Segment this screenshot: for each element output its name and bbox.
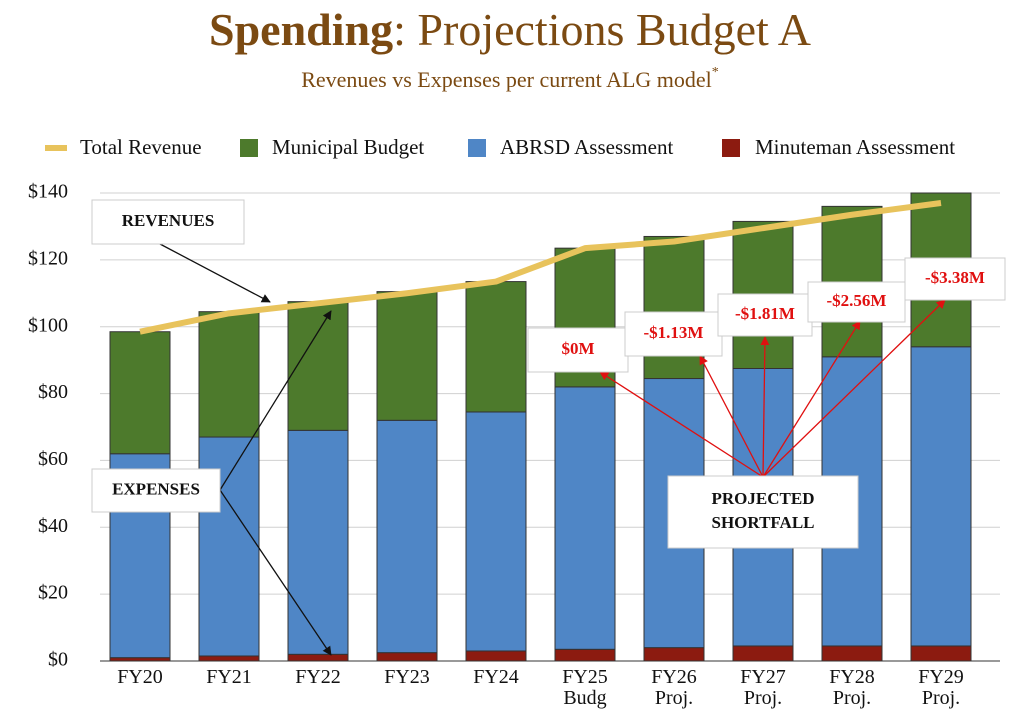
annotation-box [807,281,906,323]
y-tick-label: $60 [38,448,68,470]
legend-swatch [240,139,258,157]
y-tick-label: $80 [38,381,68,403]
bar-segment [821,645,883,662]
annotation-box [667,475,859,549]
bar-segment [198,311,260,438]
bar-segment [732,645,794,662]
x-tick-label: FY20 [117,666,163,688]
y-tick-label: $20 [38,582,68,604]
y-tick-label: $140 [28,181,68,203]
legend-label: Minuteman Assessment [755,135,955,159]
subtitle-text: Revenues vs Expenses per current ALG mod… [301,67,712,92]
title-bold: Spending [209,4,393,55]
annotation: -$1.81M [735,304,795,323]
x-tick-label: FY25 Budg [562,666,608,709]
revenue-line [139,200,942,335]
subtitle: Revenues vs Expenses per current ALG mod… [301,65,719,92]
annotation-box [904,257,1006,301]
legend-swatch [722,139,740,157]
bar-segment [554,648,616,662]
bar-segment [198,655,260,662]
annotation-box [91,468,221,513]
y-tick-label: $120 [28,247,68,269]
bar-segment [376,652,438,662]
bar-segment [376,291,438,421]
title-rest: : Projections Budget A [393,4,811,55]
annotation-box [91,199,245,245]
chart-title: Spending: Projections Budget A [209,4,811,55]
bar-segment [643,235,705,380]
bar-segment [109,657,171,662]
x-tick-label: FY24 [473,666,519,688]
bar-segment [465,650,527,662]
bar-segment [287,429,349,655]
bar-segment [287,653,349,662]
legend-label: Municipal Budget [272,135,424,159]
arrow [159,243,271,303]
bar-segment [376,419,438,654]
x-tick-label: FY27 Proj. [740,666,786,709]
bar-segment [109,331,171,455]
bar-segment [910,645,972,662]
arrow [762,299,946,478]
x-tick-label: FY28 Proj. [829,666,875,709]
x-tick-label: FY21 [206,666,252,688]
arrow [599,371,764,478]
annotation: REVENUES [122,211,215,230]
annotation-box [527,327,629,373]
subtitle-mark: * [712,65,719,80]
annotation: $0M [561,339,594,358]
annotation: -$1.13M [644,323,704,342]
arrow [219,489,332,656]
annotation-box [624,311,723,357]
bar-segment [465,411,527,652]
x-tick-label: FY22 [295,666,341,688]
arrow [760,336,770,478]
annotation: -$3.38M [925,268,985,287]
legend-label: Total Revenue [80,135,202,159]
legend-swatch [468,139,486,157]
x-tick-label: FY29 Proj. [918,666,964,709]
annotation-box [717,293,813,337]
arrow [699,355,764,478]
bar-segment [554,386,616,650]
annotation: EXPENSES [112,479,200,498]
y-tick-label: $40 [38,515,68,537]
bar-segment [465,281,527,413]
annotation: -$2.56M [827,291,887,310]
bar-segment [287,301,349,431]
bar-segment [910,346,972,647]
arrow [762,320,861,478]
legend-label: ABRSD Assessment [500,135,673,159]
bar-segment [643,647,705,662]
annotation: PROJECTED SHORTFALL [712,489,815,532]
y-tick-label: $100 [28,314,68,336]
arrow [219,310,332,491]
y-tick-label: $0 [48,649,68,671]
x-tick-label: FY23 [384,666,430,688]
x-tick-label: FY26 Proj. [651,666,697,709]
